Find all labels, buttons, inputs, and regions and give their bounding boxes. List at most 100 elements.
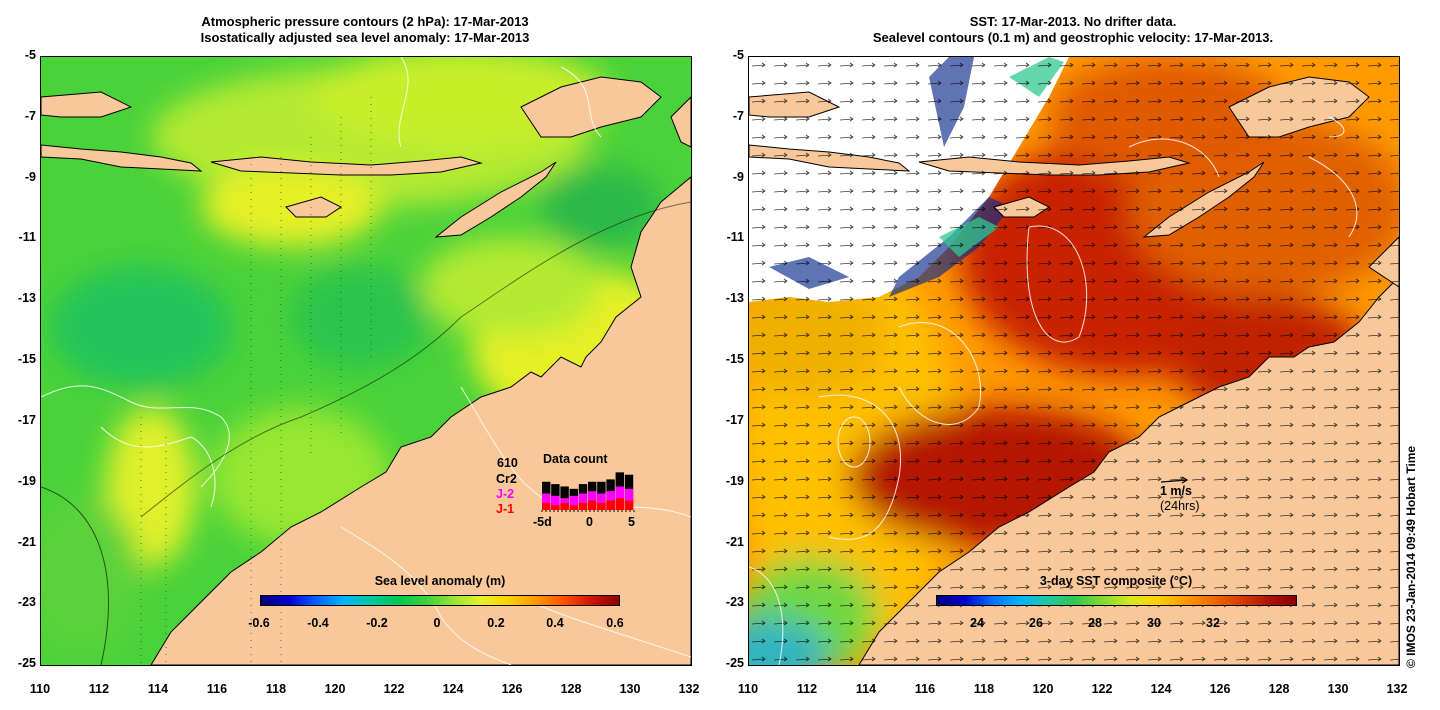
data-count-j1-label: J-1: [496, 502, 515, 516]
lat-tick: -25: [17, 656, 36, 670]
lon-tick: 116: [206, 682, 228, 696]
flores-chain: [210, 156, 483, 176]
lat-tick: -9: [24, 170, 36, 184]
left-title-line1: Atmospheric pressure contours (2 hPa): 1…: [201, 14, 529, 29]
velocity-key-arrow-icon: [1160, 476, 1189, 484]
lat-tick: -21: [725, 535, 744, 549]
banda-islands: [520, 76, 662, 138]
lon-tick: 120: [1032, 682, 1054, 696]
data-count-bar-j1: [606, 500, 615, 510]
lon-tick: 118: [265, 682, 287, 696]
sst-tick: 32: [1206, 616, 1220, 630]
lat-tick: -15: [725, 352, 744, 366]
sla-tick: -0.6: [248, 616, 270, 630]
lon-tick: 114: [147, 682, 169, 696]
lon-tick: 126: [501, 682, 523, 696]
lon-tick: 130: [1327, 682, 1349, 696]
velocity-key-label: 1 m/s: [1160, 484, 1192, 498]
sla-tick: 0.2: [487, 616, 505, 630]
sla-tick: 0: [433, 616, 441, 630]
sst-map: [748, 56, 1400, 666]
data-count-bar-j2: [597, 493, 606, 510]
lat-tick: -15: [17, 352, 36, 366]
velocity-key-sublabel: (24hrs): [1160, 499, 1200, 513]
lat-tick: -25: [725, 656, 744, 670]
lon-tick: 122: [1091, 682, 1113, 696]
data-count-bar-j1: [597, 502, 606, 510]
sst-tick: 24: [970, 616, 984, 630]
data-count-bar-j2: [551, 495, 560, 510]
data-count-chart: [541, 472, 635, 512]
lat-tick: -21: [17, 535, 36, 549]
sst-tick: 30: [1147, 616, 1161, 630]
data-count-bar-j1: [578, 502, 588, 510]
data-count-bar-j1: [615, 498, 624, 510]
lon-tick: 132: [678, 682, 700, 696]
lat-tick: -17: [725, 413, 744, 427]
sst-colorbar-title: 3-day SST composite (°C): [1039, 574, 1193, 588]
data-count-bar-cr2: [560, 486, 569, 510]
lat-tick: -7: [732, 109, 744, 123]
data-count-tick: 0: [586, 515, 593, 529]
lon-tick: 124: [442, 682, 464, 696]
data-count-cr2-label: Cr2: [496, 472, 517, 486]
lon-tick: 118: [973, 682, 995, 696]
lon-tick: 116: [914, 682, 936, 696]
sla-tick: -0.4: [307, 616, 329, 630]
data-count-title: Data count: [543, 452, 608, 466]
sst-tick: 28: [1088, 616, 1102, 630]
lon-tick: 120: [324, 682, 346, 696]
sst-colorbar: [936, 595, 1297, 606]
lat-tick: -5: [732, 48, 744, 62]
data-count-total: 610: [497, 456, 518, 470]
sla-colorbar: [260, 595, 620, 606]
australia-landmass: [150, 176, 691, 665]
data-count-bar-j1: [542, 502, 551, 510]
data-count-bar-j1: [588, 500, 597, 510]
lon-tick: 132: [1386, 682, 1408, 696]
lon-tick: 112: [88, 682, 110, 696]
data-count-bar-j2: [542, 493, 551, 510]
lat-tick: -9: [732, 170, 744, 184]
lon-tick: 130: [619, 682, 641, 696]
sulawesi-tip: [41, 91, 133, 118]
data-count-j2-label: J-2: [496, 487, 515, 501]
data-count-bar-j1: [624, 500, 634, 510]
imos-credit: © IMOS 23-Jan-2014 09:49 Hobart Time: [1404, 445, 1418, 668]
java-island: [41, 144, 203, 172]
left-title: Atmospheric pressure contours (2 hPa): 1…: [40, 14, 690, 46]
lat-tick: -13: [17, 291, 36, 305]
right-title-line2: Sealevel contours (0.1 m) and geostrophi…: [872, 30, 1274, 45]
lat-tick: -19: [17, 474, 36, 488]
lat-tick: -5: [24, 48, 36, 62]
sumba-island: [285, 196, 342, 218]
data-count-bar-j1: [551, 505, 560, 510]
aru-island: [670, 96, 691, 148]
lon-tick: 112: [796, 682, 818, 696]
sst-tick: 26: [1029, 616, 1043, 630]
right-title-line1: SST: 17-Mar-2013. No drifter data.: [969, 14, 1177, 29]
data-count-bar-j1: [569, 505, 578, 510]
data-count-bar-j2: [615, 486, 624, 510]
left-title-line2: Isostatically adjusted sea level anomaly…: [200, 30, 530, 45]
lon-tick: 122: [383, 682, 405, 696]
lat-tick: -17: [17, 413, 36, 427]
lon-tick: 124: [1150, 682, 1172, 696]
data-count-bar-j2: [624, 488, 634, 510]
right-title: SST: 17-Mar-2013. No drifter data. Seale…: [748, 14, 1398, 46]
lon-tick: 110: [737, 682, 759, 696]
lat-tick: -11: [18, 230, 36, 244]
data-count-tick: 5: [628, 515, 635, 529]
lon-tick: 128: [560, 682, 582, 696]
lat-tick: -13: [725, 291, 744, 305]
data-count-bar-j2: [569, 495, 578, 510]
sla-tick: -0.2: [366, 616, 388, 630]
lon-tick: 110: [29, 682, 51, 696]
data-count-bar-j2: [578, 493, 588, 510]
lon-tick: 128: [1268, 682, 1290, 696]
lat-tick: -23: [725, 595, 744, 609]
sla-tick: 0.4: [546, 616, 564, 630]
lat-tick: -11: [726, 230, 744, 244]
lon-tick: 126: [1209, 682, 1231, 696]
data-count-bar-j1: [560, 502, 569, 510]
